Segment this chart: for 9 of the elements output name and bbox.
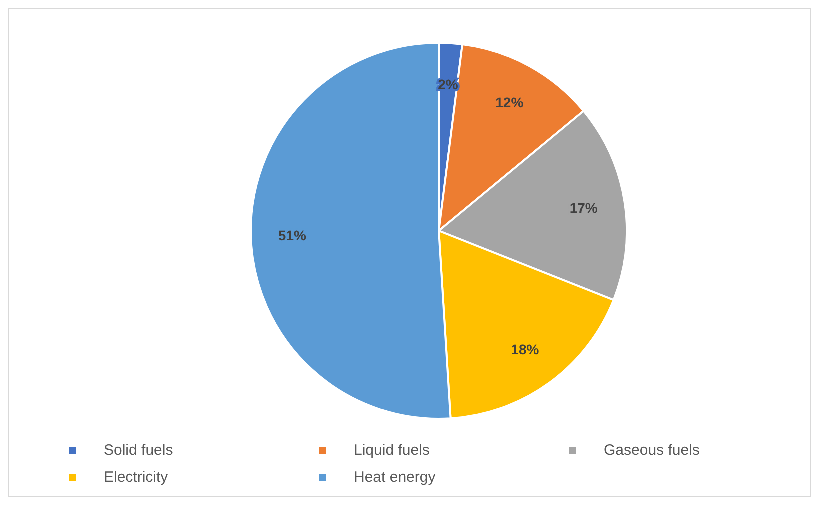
legend-label: Heat energy: [354, 469, 436, 486]
data-label: 17%: [570, 200, 598, 216]
legend-label: Electricity: [104, 469, 168, 486]
data-label: 51%: [278, 228, 307, 244]
data-label: 12%: [496, 94, 524, 110]
data-label: 18%: [511, 342, 540, 358]
legend-label: Liquid fuels: [354, 442, 430, 459]
legend-label: Gaseous fuels: [604, 442, 700, 459]
legend-label: Solid fuels: [104, 442, 174, 459]
